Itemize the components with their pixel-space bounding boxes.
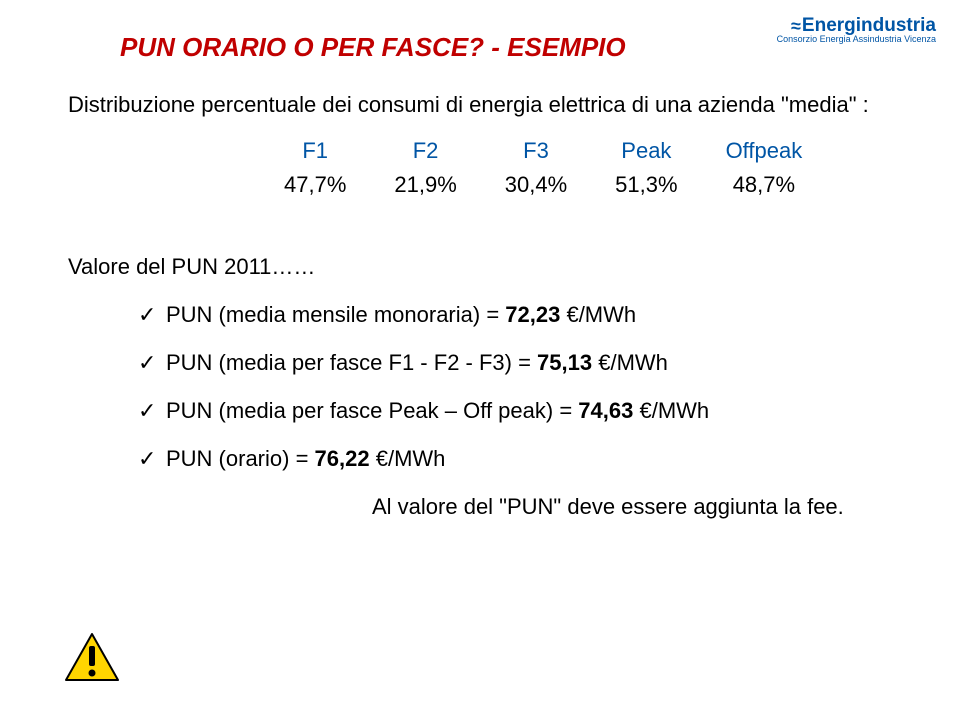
section-label: Valore del PUN 2011……: [68, 254, 900, 280]
logo-block: ≈ Energindustria Consorzio Energia Assin…: [777, 16, 936, 44]
bullet-list: PUN (media mensile monoraria) = 72,23 €/…: [138, 302, 900, 472]
wave-icon: ≈: [791, 17, 798, 35]
bullet-value: 75,13: [537, 350, 592, 375]
logo-top-row: ≈ Energindustria: [777, 16, 936, 35]
bullet-suffix: €/MWh: [592, 350, 668, 375]
bullet-item: PUN (orario) = 76,22 €/MWh: [138, 446, 900, 472]
bullet-item: PUN (media per fasce Peak – Off peak) = …: [138, 398, 900, 424]
table-header: F1: [260, 134, 370, 168]
table-cell: 30,4%: [481, 168, 591, 202]
bullet-suffix: €/MWh: [370, 446, 446, 471]
bullet-prefix: PUN (media per fasce Peak – Off peak) =: [166, 398, 578, 423]
bullet-prefix: PUN (orario) =: [166, 446, 315, 471]
slide-container: ≈ Energindustria Consorzio Energia Assin…: [0, 0, 960, 706]
percent-table: F1 F2 F3 Peak Offpeak 47,7% 21,9% 30,4% …: [260, 134, 826, 202]
table-header: F2: [370, 134, 480, 168]
warning-icon: [64, 632, 120, 682]
bullet-item: PUN (media per fasce F1 - F2 - F3) = 75,…: [138, 350, 900, 376]
slide-subtitle: Distribuzione percentuale dei consumi di…: [68, 91, 900, 120]
table-header: Offpeak: [702, 134, 827, 168]
footer-note: Al valore del "PUN" deve essere aggiunta…: [372, 494, 900, 520]
logo-subtext: Consorzio Energia Assindustria Vicenza: [777, 35, 936, 44]
bullet-value: 74,63: [578, 398, 633, 423]
bullet-value: 72,23: [505, 302, 560, 327]
table-header: F3: [481, 134, 591, 168]
table-cell: 47,7%: [260, 168, 370, 202]
bullet-prefix: PUN (media per fasce F1 - F2 - F3) =: [166, 350, 537, 375]
bullet-prefix: PUN (media mensile monoraria) =: [166, 302, 505, 327]
bullet-item: PUN (media mensile monoraria) = 72,23 €/…: [138, 302, 900, 328]
table-cell: 48,7%: [702, 168, 827, 202]
bullet-suffix: €/MWh: [633, 398, 709, 423]
table-data-row: 47,7% 21,9% 30,4% 51,3% 48,7%: [260, 168, 826, 202]
table-header-row: F1 F2 F3 Peak Offpeak: [260, 134, 826, 168]
table-cell: 51,3%: [591, 168, 701, 202]
bullet-suffix: €/MWh: [560, 302, 636, 327]
table-cell: 21,9%: [370, 168, 480, 202]
logo-text: Energindustria: [802, 16, 936, 35]
bullet-value: 76,22: [315, 446, 370, 471]
table-header: Peak: [591, 134, 701, 168]
